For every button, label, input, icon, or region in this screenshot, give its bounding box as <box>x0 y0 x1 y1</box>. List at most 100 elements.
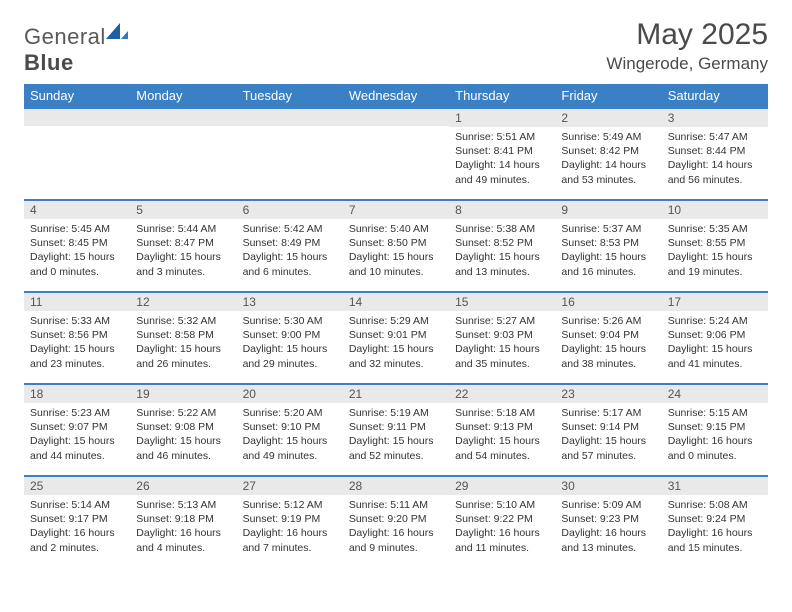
calendar-cell: 23Sunrise: 5:17 AMSunset: 9:14 PMDayligh… <box>555 383 661 475</box>
day-number-bar: 8 <box>449 199 555 219</box>
sunrise-text: Sunrise: 5:29 AM <box>349 314 443 328</box>
sunset-text: Sunset: 9:17 PM <box>30 512 124 526</box>
day-content: Sunrise: 5:26 AMSunset: 9:04 PMDaylight:… <box>555 311 661 375</box>
weekday-header: Sunday <box>24 84 130 107</box>
sunrise-text: Sunrise: 5:22 AM <box>136 406 230 420</box>
logo-sail-icon <box>106 21 128 47</box>
calendar-week-row: 18Sunrise: 5:23 AMSunset: 9:07 PMDayligh… <box>24 383 768 475</box>
daylight-text: Daylight: 16 hours and 0 minutes. <box>668 434 762 462</box>
calendar-cell: 8Sunrise: 5:38 AMSunset: 8:52 PMDaylight… <box>449 199 555 291</box>
sunset-text: Sunset: 9:08 PM <box>136 420 230 434</box>
day-number-bar: 26 <box>130 475 236 495</box>
day-content: Sunrise: 5:51 AMSunset: 8:41 PMDaylight:… <box>449 127 555 191</box>
day-number-bar: 1 <box>449 107 555 127</box>
sunrise-text: Sunrise: 5:23 AM <box>30 406 124 420</box>
sunset-text: Sunset: 8:42 PM <box>561 144 655 158</box>
sunset-text: Sunset: 9:24 PM <box>668 512 762 526</box>
sunrise-text: Sunrise: 5:11 AM <box>349 498 443 512</box>
day-number-bar-empty <box>130 107 236 126</box>
day-number-bar: 16 <box>555 291 661 311</box>
daylight-text: Daylight: 15 hours and 13 minutes. <box>455 250 549 278</box>
day-content: Sunrise: 5:49 AMSunset: 8:42 PMDaylight:… <box>555 127 661 191</box>
daylight-text: Daylight: 15 hours and 49 minutes. <box>243 434 337 462</box>
sunrise-text: Sunrise: 5:35 AM <box>668 222 762 236</box>
daylight-text: Daylight: 15 hours and 6 minutes. <box>243 250 337 278</box>
daylight-text: Daylight: 15 hours and 19 minutes. <box>668 250 762 278</box>
day-number-bar: 17 <box>662 291 768 311</box>
sunset-text: Sunset: 8:53 PM <box>561 236 655 250</box>
calendar-cell: 29Sunrise: 5:10 AMSunset: 9:22 PMDayligh… <box>449 475 555 567</box>
calendar-cell <box>237 107 343 199</box>
day-number-bar: 25 <box>24 475 130 495</box>
title-block: May 2025 Wingerode, Germany <box>606 18 768 74</box>
calendar-cell: 18Sunrise: 5:23 AMSunset: 9:07 PMDayligh… <box>24 383 130 475</box>
sunset-text: Sunset: 8:58 PM <box>136 328 230 342</box>
day-number-bar: 28 <box>343 475 449 495</box>
sunrise-text: Sunrise: 5:38 AM <box>455 222 549 236</box>
title-location: Wingerode, Germany <box>606 54 768 74</box>
calendar-cell: 26Sunrise: 5:13 AMSunset: 9:18 PMDayligh… <box>130 475 236 567</box>
sunrise-text: Sunrise: 5:12 AM <box>243 498 337 512</box>
day-content: Sunrise: 5:32 AMSunset: 8:58 PMDaylight:… <box>130 311 236 375</box>
calendar-cell: 1Sunrise: 5:51 AMSunset: 8:41 PMDaylight… <box>449 107 555 199</box>
day-content: Sunrise: 5:11 AMSunset: 9:20 PMDaylight:… <box>343 495 449 559</box>
daylight-text: Daylight: 15 hours and 3 minutes. <box>136 250 230 278</box>
calendar-cell: 14Sunrise: 5:29 AMSunset: 9:01 PMDayligh… <box>343 291 449 383</box>
sunrise-text: Sunrise: 5:33 AM <box>30 314 124 328</box>
calendar-cell: 20Sunrise: 5:20 AMSunset: 9:10 PMDayligh… <box>237 383 343 475</box>
day-number-bar: 21 <box>343 383 449 403</box>
calendar-cell: 15Sunrise: 5:27 AMSunset: 9:03 PMDayligh… <box>449 291 555 383</box>
logo-word2: Blue <box>24 50 74 75</box>
calendar-cell: 24Sunrise: 5:15 AMSunset: 9:15 PMDayligh… <box>662 383 768 475</box>
daylight-text: Daylight: 15 hours and 46 minutes. <box>136 434 230 462</box>
day-content: Sunrise: 5:22 AMSunset: 9:08 PMDaylight:… <box>130 403 236 467</box>
sunset-text: Sunset: 9:15 PM <box>668 420 762 434</box>
day-content: Sunrise: 5:44 AMSunset: 8:47 PMDaylight:… <box>130 219 236 283</box>
calendar-cell: 22Sunrise: 5:18 AMSunset: 9:13 PMDayligh… <box>449 383 555 475</box>
sunset-text: Sunset: 8:55 PM <box>668 236 762 250</box>
day-number-bar: 31 <box>662 475 768 495</box>
day-content: Sunrise: 5:35 AMSunset: 8:55 PMDaylight:… <box>662 219 768 283</box>
calendar-cell: 30Sunrise: 5:09 AMSunset: 9:23 PMDayligh… <box>555 475 661 567</box>
day-number-bar: 9 <box>555 199 661 219</box>
day-number-bar: 19 <box>130 383 236 403</box>
daylight-text: Daylight: 15 hours and 52 minutes. <box>349 434 443 462</box>
daylight-text: Daylight: 15 hours and 41 minutes. <box>668 342 762 370</box>
weekday-row: SundayMondayTuesdayWednesdayThursdayFrid… <box>24 84 768 107</box>
day-number-bar: 10 <box>662 199 768 219</box>
logo-text: General Blue <box>24 24 128 76</box>
day-number-bar: 12 <box>130 291 236 311</box>
daylight-text: Daylight: 16 hours and 11 minutes. <box>455 526 549 554</box>
calendar-cell: 3Sunrise: 5:47 AMSunset: 8:44 PMDaylight… <box>662 107 768 199</box>
day-number-bar: 22 <box>449 383 555 403</box>
calendar-cell: 4Sunrise: 5:45 AMSunset: 8:45 PMDaylight… <box>24 199 130 291</box>
sunset-text: Sunset: 9:00 PM <box>243 328 337 342</box>
day-number-bar: 24 <box>662 383 768 403</box>
calendar-cell: 28Sunrise: 5:11 AMSunset: 9:20 PMDayligh… <box>343 475 449 567</box>
sunrise-text: Sunrise: 5:09 AM <box>561 498 655 512</box>
day-number-bar: 15 <box>449 291 555 311</box>
calendar-cell: 16Sunrise: 5:26 AMSunset: 9:04 PMDayligh… <box>555 291 661 383</box>
sunset-text: Sunset: 9:10 PM <box>243 420 337 434</box>
day-number-bar: 18 <box>24 383 130 403</box>
sunset-text: Sunset: 9:23 PM <box>561 512 655 526</box>
calendar-week-row: 4Sunrise: 5:45 AMSunset: 8:45 PMDaylight… <box>24 199 768 291</box>
sunrise-text: Sunrise: 5:27 AM <box>455 314 549 328</box>
day-number-bar: 14 <box>343 291 449 311</box>
day-number-bar: 27 <box>237 475 343 495</box>
day-number-bar: 5 <box>130 199 236 219</box>
sunset-text: Sunset: 8:50 PM <box>349 236 443 250</box>
calendar-cell: 5Sunrise: 5:44 AMSunset: 8:47 PMDaylight… <box>130 199 236 291</box>
calendar-week-row: 11Sunrise: 5:33 AMSunset: 8:56 PMDayligh… <box>24 291 768 383</box>
daylight-text: Daylight: 14 hours and 53 minutes. <box>561 158 655 186</box>
calendar-cell: 21Sunrise: 5:19 AMSunset: 9:11 PMDayligh… <box>343 383 449 475</box>
daylight-text: Daylight: 16 hours and 7 minutes. <box>243 526 337 554</box>
daylight-text: Daylight: 15 hours and 54 minutes. <box>455 434 549 462</box>
sunrise-text: Sunrise: 5:18 AM <box>455 406 549 420</box>
sunset-text: Sunset: 9:18 PM <box>136 512 230 526</box>
sunset-text: Sunset: 9:19 PM <box>243 512 337 526</box>
sunset-text: Sunset: 9:06 PM <box>668 328 762 342</box>
calendar-cell <box>343 107 449 199</box>
daylight-text: Daylight: 15 hours and 38 minutes. <box>561 342 655 370</box>
day-content: Sunrise: 5:29 AMSunset: 9:01 PMDaylight:… <box>343 311 449 375</box>
